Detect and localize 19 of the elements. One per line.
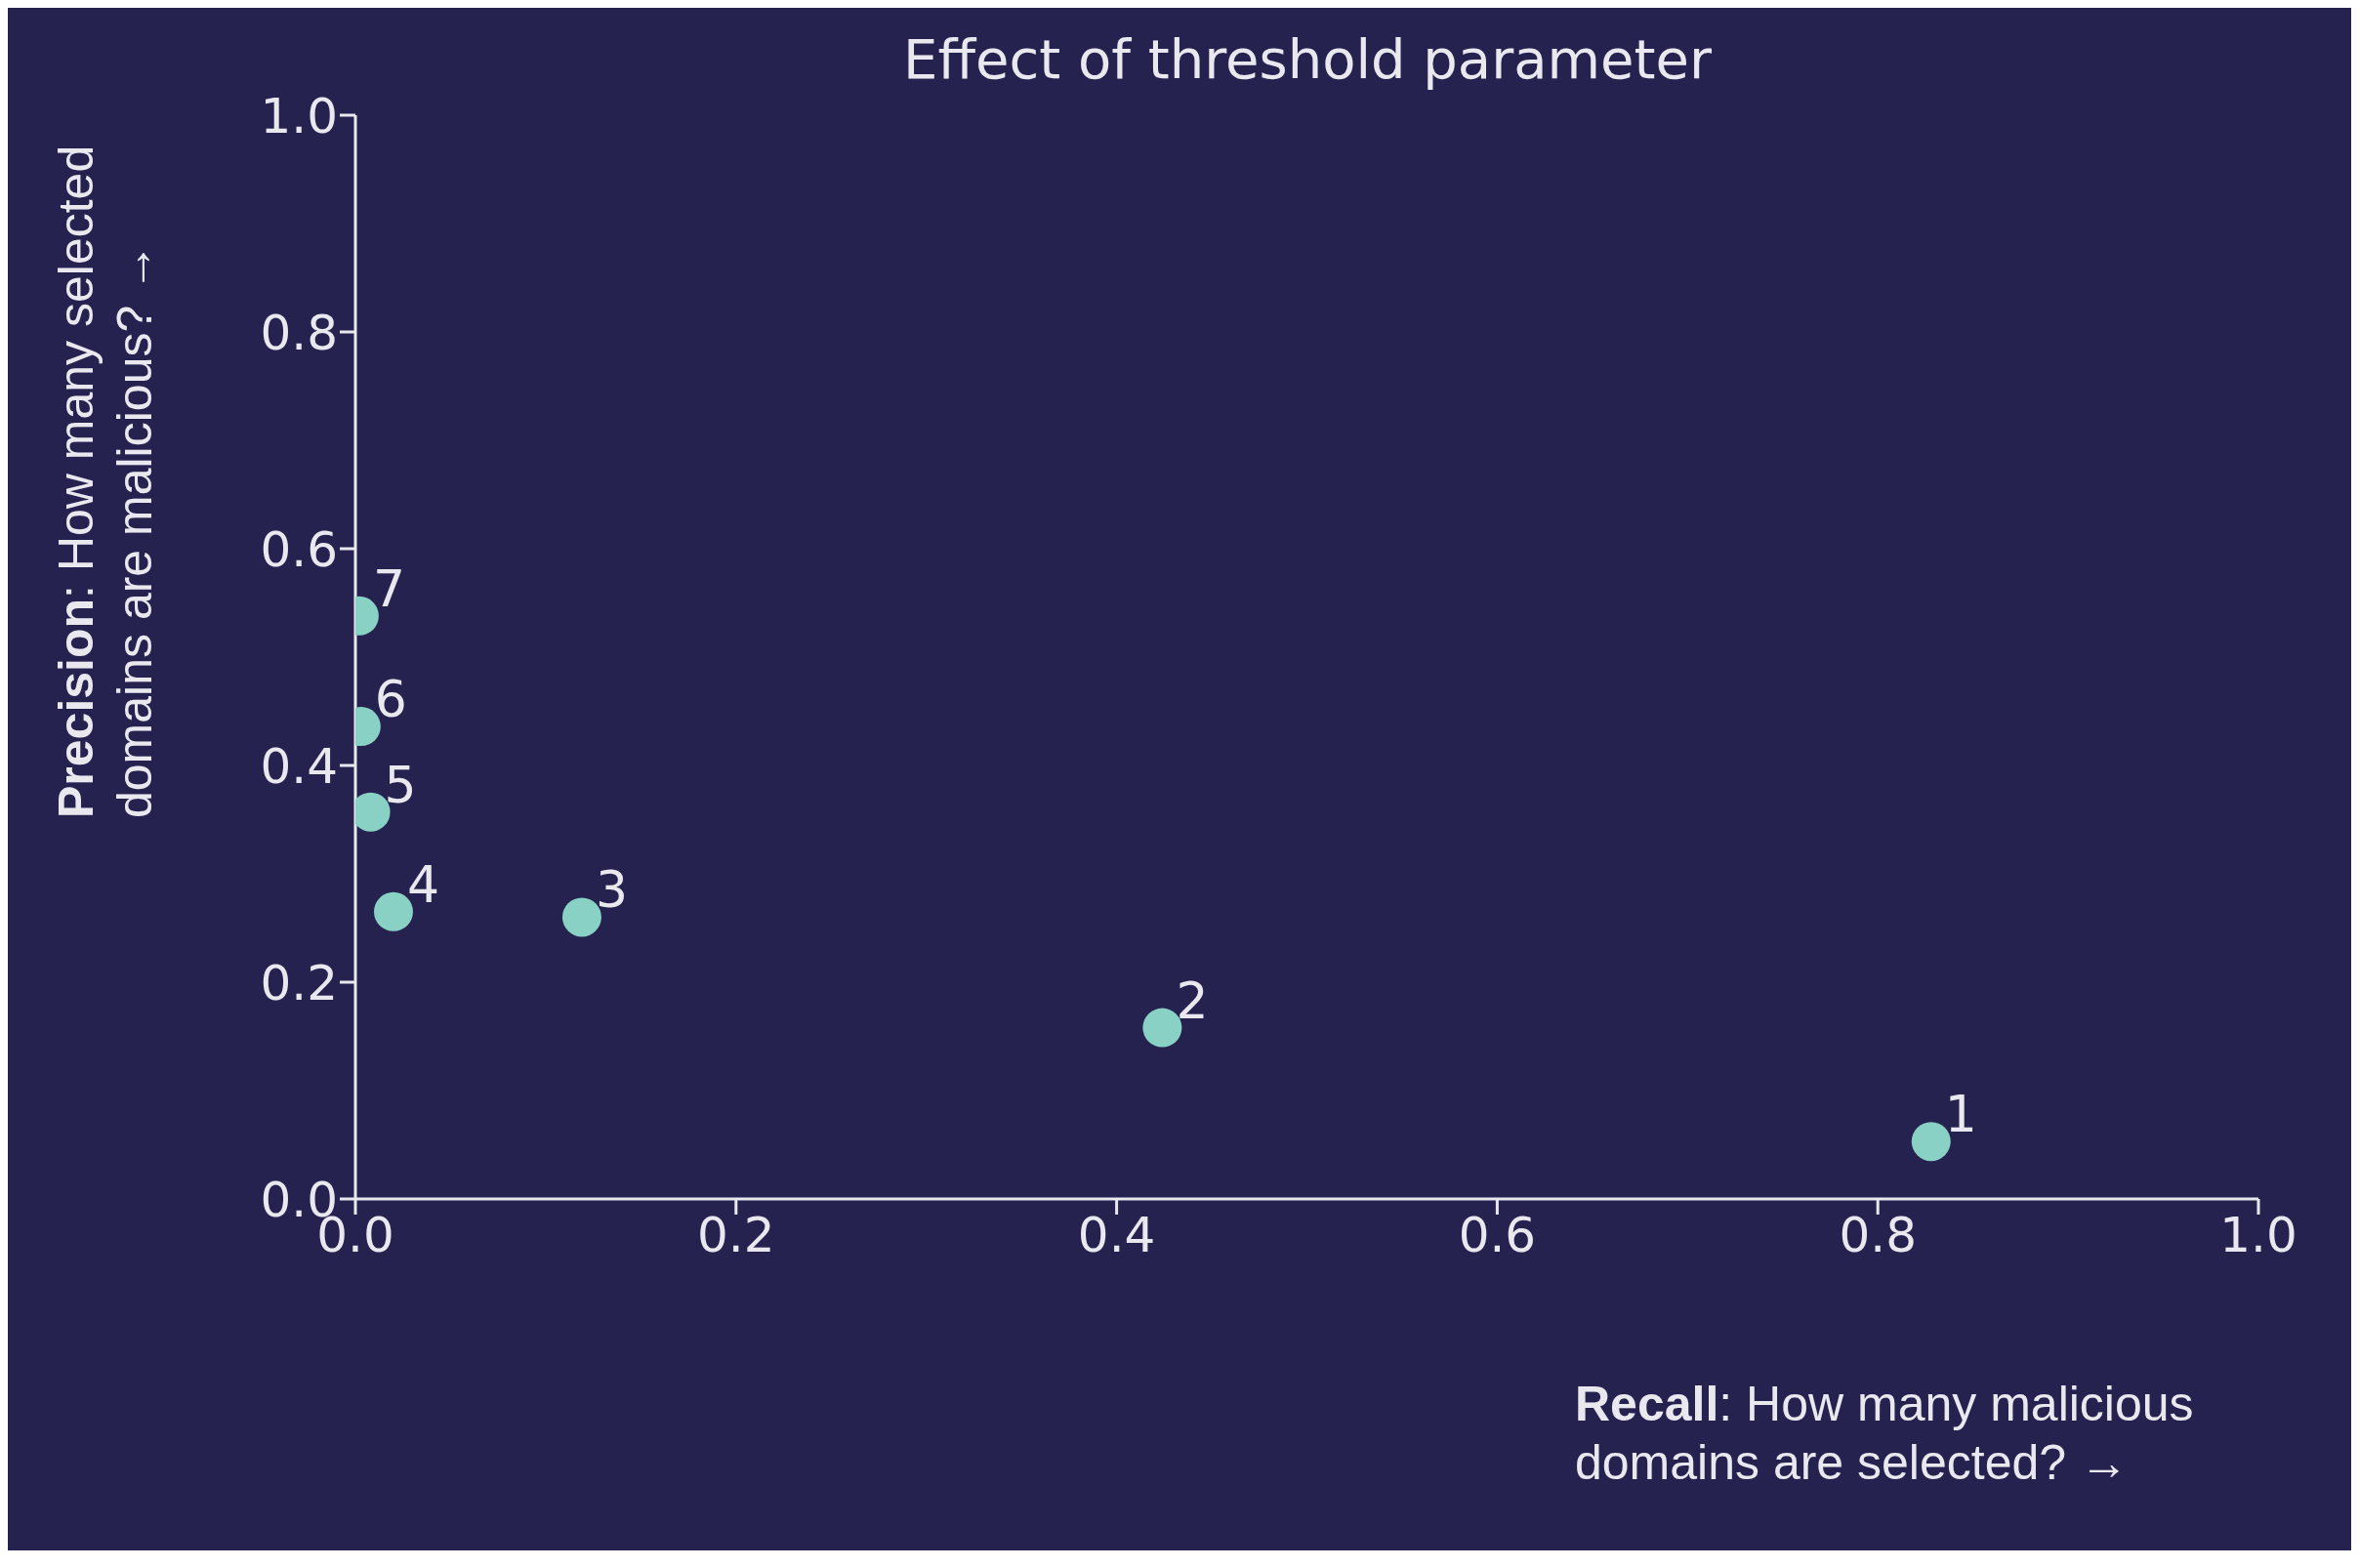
- annotation: 6: [374, 670, 407, 729]
- annotation: 1: [1944, 1085, 1977, 1144]
- y-tick-label: 0.8: [260, 304, 338, 361]
- annotation: 5: [384, 755, 417, 814]
- x-tick-label: 0.6: [1458, 1206, 1537, 1263]
- x-tick-label: 0.4: [1077, 1206, 1156, 1263]
- y-tick-label: 0.2: [260, 954, 338, 1011]
- x-axis-title: Recall: How many malicious domains are selected? →: [1575, 1376, 2195, 1492]
- x-tick-label: 0.2: [697, 1206, 775, 1263]
- y-tick-label: 0.4: [260, 737, 338, 795]
- chart-title: Effect of threshold parameter: [902, 27, 1713, 91]
- annotation: 3: [595, 860, 629, 920]
- x-tick-label: 1.0: [2219, 1206, 2297, 1263]
- annotation: 7: [372, 558, 405, 618]
- y-tick-label: 1.0: [260, 87, 338, 144]
- annotation: 2: [1176, 970, 1209, 1030]
- annotation: 4: [406, 854, 440, 914]
- x-tick-label: 0.8: [1839, 1206, 1917, 1263]
- y-tick-label: 0.6: [260, 520, 338, 578]
